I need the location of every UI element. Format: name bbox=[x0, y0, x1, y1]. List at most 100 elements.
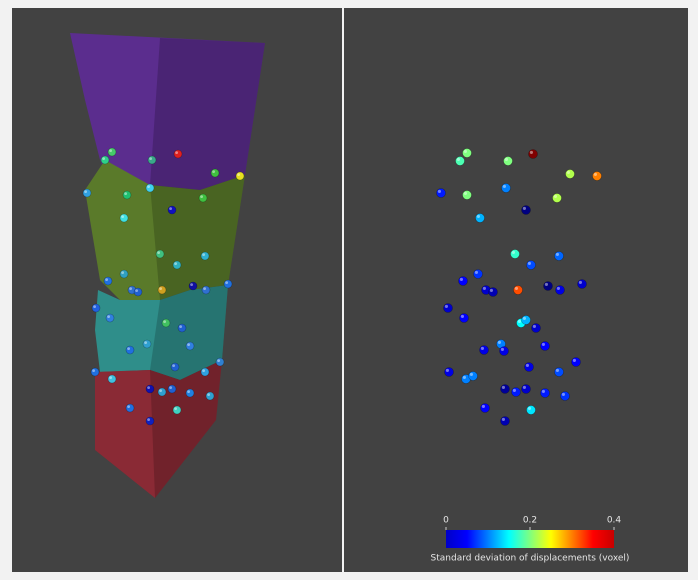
sphere-highlight bbox=[501, 348, 504, 351]
sphere bbox=[173, 261, 181, 269]
sphere-highlight bbox=[528, 262, 531, 265]
sphere-highlight bbox=[579, 281, 582, 284]
sphere-highlight bbox=[107, 315, 110, 318]
sphere bbox=[437, 189, 446, 198]
colorbar-label: Standard deviation of displacements (vox… bbox=[431, 554, 630, 564]
sphere-highlight bbox=[482, 405, 485, 408]
sphere bbox=[532, 324, 541, 333]
sphere bbox=[502, 184, 511, 193]
sphere bbox=[527, 406, 536, 415]
sphere-highlight bbox=[93, 305, 96, 308]
sphere-highlight bbox=[147, 185, 150, 188]
sphere-highlight bbox=[523, 207, 526, 210]
sphere bbox=[522, 385, 531, 394]
sphere bbox=[512, 388, 521, 397]
sphere-highlight bbox=[533, 325, 536, 328]
sphere bbox=[146, 417, 154, 425]
sphere-highlight bbox=[169, 207, 172, 210]
sphere bbox=[120, 270, 128, 278]
sphere bbox=[158, 286, 166, 294]
sphere-highlight bbox=[172, 364, 175, 367]
sphere bbox=[541, 389, 550, 398]
sphere bbox=[529, 150, 538, 159]
sphere-highlight bbox=[526, 364, 529, 367]
sphere bbox=[525, 363, 534, 372]
colorbar-tick-label: 0 bbox=[443, 516, 449, 526]
sphere bbox=[572, 358, 581, 367]
sphere-highlight bbox=[127, 405, 130, 408]
sphere-highlight bbox=[562, 393, 565, 396]
sphere-highlight bbox=[187, 390, 190, 393]
sphere bbox=[83, 189, 91, 197]
sphere bbox=[199, 194, 207, 202]
sphere bbox=[504, 157, 513, 166]
sphere-highlight bbox=[483, 287, 486, 290]
sphere-highlight bbox=[174, 262, 177, 265]
sphere bbox=[211, 169, 219, 177]
sphere bbox=[91, 368, 99, 376]
sphere-highlight bbox=[438, 190, 441, 193]
sphere bbox=[156, 250, 164, 258]
sphere bbox=[174, 150, 182, 158]
sphere bbox=[566, 170, 575, 179]
sphere-highlight bbox=[556, 253, 559, 256]
sphere bbox=[489, 288, 498, 297]
sphere-highlight bbox=[92, 369, 95, 372]
sphere-highlight bbox=[147, 418, 150, 421]
sphere bbox=[92, 304, 100, 312]
sphere bbox=[514, 286, 523, 295]
sphere bbox=[123, 191, 131, 199]
sphere bbox=[158, 388, 166, 396]
sphere bbox=[460, 314, 469, 323]
sphere-highlight bbox=[528, 407, 531, 410]
sphere bbox=[206, 392, 214, 400]
sphere-highlight bbox=[464, 150, 467, 153]
sphere bbox=[148, 156, 156, 164]
sphere-highlight bbox=[573, 359, 576, 362]
sphere-highlight bbox=[446, 369, 449, 372]
sphere-highlight bbox=[594, 173, 597, 176]
sphere-highlight bbox=[200, 195, 203, 198]
sphere-highlight bbox=[502, 386, 505, 389]
sphere bbox=[216, 358, 224, 366]
sphere bbox=[522, 206, 531, 215]
sphere-highlight bbox=[190, 283, 193, 286]
sphere bbox=[444, 304, 453, 313]
sphere bbox=[544, 282, 553, 291]
sphere-highlight bbox=[498, 341, 501, 344]
sphere-highlight bbox=[502, 418, 505, 421]
sphere bbox=[480, 346, 489, 355]
sphere-highlight bbox=[102, 157, 105, 160]
sphere bbox=[463, 149, 472, 158]
sphere bbox=[469, 372, 478, 381]
sphere-highlight bbox=[475, 271, 478, 274]
colorbar-tick-label: 0.2 bbox=[523, 516, 537, 526]
sphere-highlight bbox=[174, 407, 177, 410]
sphere bbox=[146, 184, 154, 192]
sphere-highlight bbox=[187, 343, 190, 346]
sphere bbox=[522, 316, 531, 325]
sphere bbox=[501, 417, 510, 426]
sphere-highlight bbox=[135, 289, 138, 292]
sphere-highlight bbox=[127, 347, 130, 350]
sphere bbox=[481, 404, 490, 413]
sphere-highlight bbox=[461, 315, 464, 318]
sphere bbox=[224, 280, 232, 288]
sphere-highlight bbox=[503, 185, 506, 188]
sphere-highlight bbox=[460, 278, 463, 281]
sphere bbox=[555, 252, 564, 261]
sphere-highlight bbox=[237, 173, 240, 176]
sphere bbox=[501, 385, 510, 394]
sphere bbox=[106, 314, 114, 322]
sphere bbox=[120, 214, 128, 222]
sphere-highlight bbox=[457, 158, 460, 161]
sphere-highlight bbox=[105, 278, 108, 281]
sphere-highlight bbox=[121, 271, 124, 274]
sphere bbox=[463, 191, 472, 200]
colorbar-tick-label: 0.4 bbox=[607, 516, 622, 526]
sphere bbox=[445, 368, 454, 377]
sphere bbox=[578, 280, 587, 289]
sphere bbox=[561, 392, 570, 401]
colorbar bbox=[446, 530, 614, 548]
sphere-highlight bbox=[530, 151, 533, 154]
